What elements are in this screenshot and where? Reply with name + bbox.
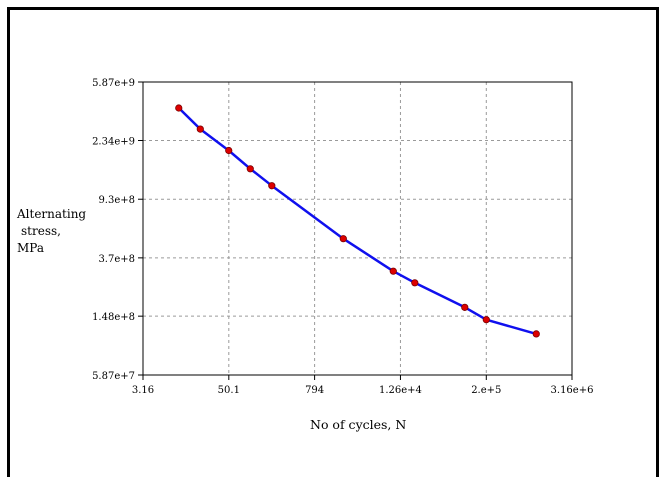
y-tick-label: 9.3e+8 [98, 195, 135, 206]
data-point [175, 104, 183, 112]
y-tick-label: 2.34e+9 [92, 137, 135, 148]
y-tick-label: 3.7e+8 [98, 254, 135, 265]
data-point [196, 125, 204, 133]
plot-area [142, 81, 573, 376]
y-axis-label-line-2: stress, [21, 224, 61, 238]
data-point [532, 330, 540, 338]
y-tick-label: 5.87e+9 [92, 78, 135, 89]
series-line [177, 107, 537, 336]
grid [143, 82, 572, 375]
data-point [339, 235, 347, 243]
data-point [225, 146, 233, 155]
x-tick-label: 1.26e+4 [379, 385, 422, 396]
x-tick-label: 2.e+5 [471, 385, 501, 396]
y-tick-label: 1.48e+8 [92, 312, 135, 323]
y-axis-label: Alternating stress, MPa [17, 206, 86, 257]
y-axis-label-line-1: Alternating [17, 207, 87, 221]
data-point [268, 182, 276, 190]
y-tick-label: 5.87e+7 [92, 371, 135, 382]
data-point [461, 303, 469, 311]
x-axis-label: No of cycles, N [310, 417, 407, 432]
x-tick-label: 3.16e+6 [551, 385, 594, 396]
y-axis-label-line-3: MPa [17, 241, 44, 255]
data-series [175, 104, 540, 338]
x-tick-label: 50.1 [218, 385, 240, 396]
data-point [411, 279, 419, 287]
x-tick-label: 794 [305, 385, 324, 396]
axis-ticks: 3.16 50.1 794 1.26e+4 2.e+5 3.16e+6 5.87e+7 1.4… [92, 78, 593, 396]
data-point [482, 316, 490, 324]
chart-frame [7, 7, 659, 477]
data-point [389, 267, 397, 275]
data-point [246, 165, 254, 173]
x-tick-label: 3.16 [132, 385, 154, 396]
